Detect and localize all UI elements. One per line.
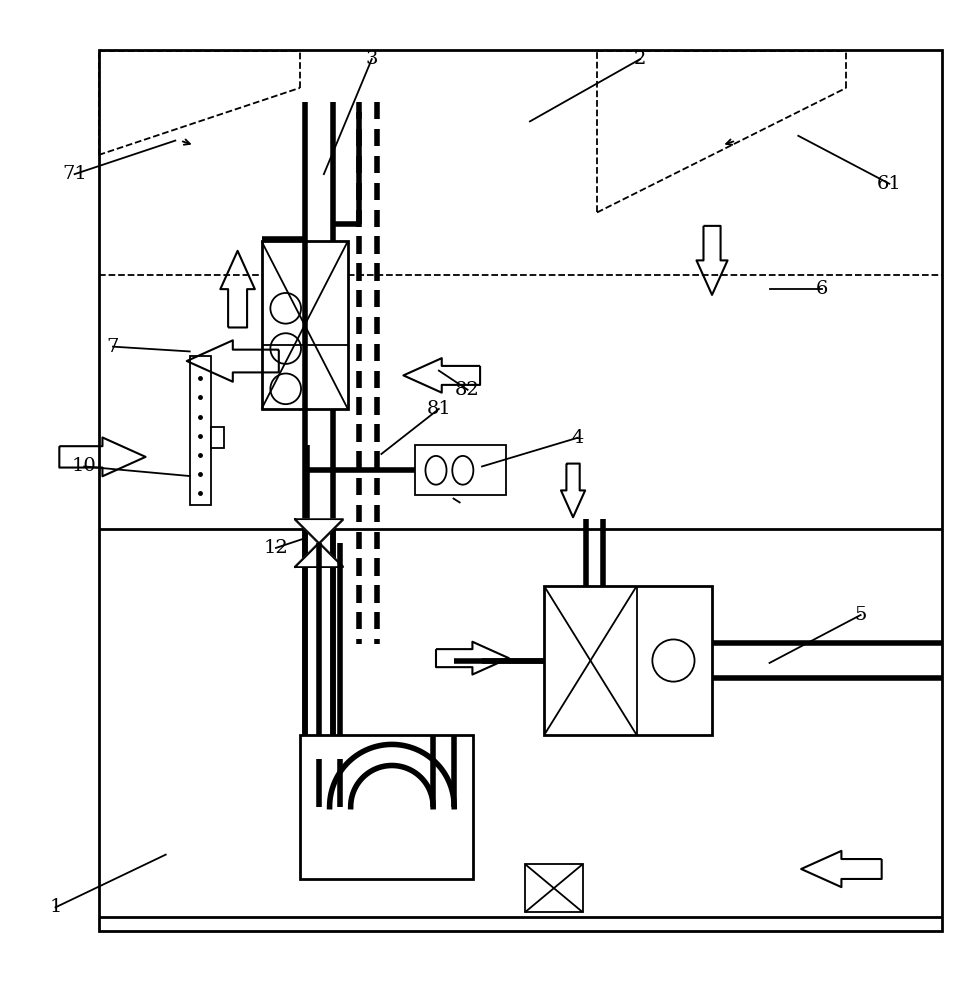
Bar [300,735,473,879]
Text: 10: 10 [72,457,96,475]
Text: 1: 1 [49,898,62,916]
Text: 12: 12 [263,539,288,557]
Bar [190,356,211,505]
Polygon shape [295,519,343,543]
Text: 2: 2 [634,50,646,68]
Text: 81: 81 [426,400,451,418]
Text: 4: 4 [572,429,584,447]
Text: 61: 61 [877,175,901,193]
Polygon shape [295,543,343,567]
Text: 5: 5 [854,606,867,624]
Bar [261,241,348,409]
Text: 6: 6 [817,280,828,298]
Bar [415,445,506,495]
Text: 82: 82 [455,381,480,399]
Bar [98,50,942,931]
Bar [525,864,582,912]
Bar [211,427,225,448]
Bar [545,586,712,735]
Text: 7: 7 [107,338,120,356]
Text: 3: 3 [365,50,378,68]
Text: 71: 71 [63,165,87,183]
